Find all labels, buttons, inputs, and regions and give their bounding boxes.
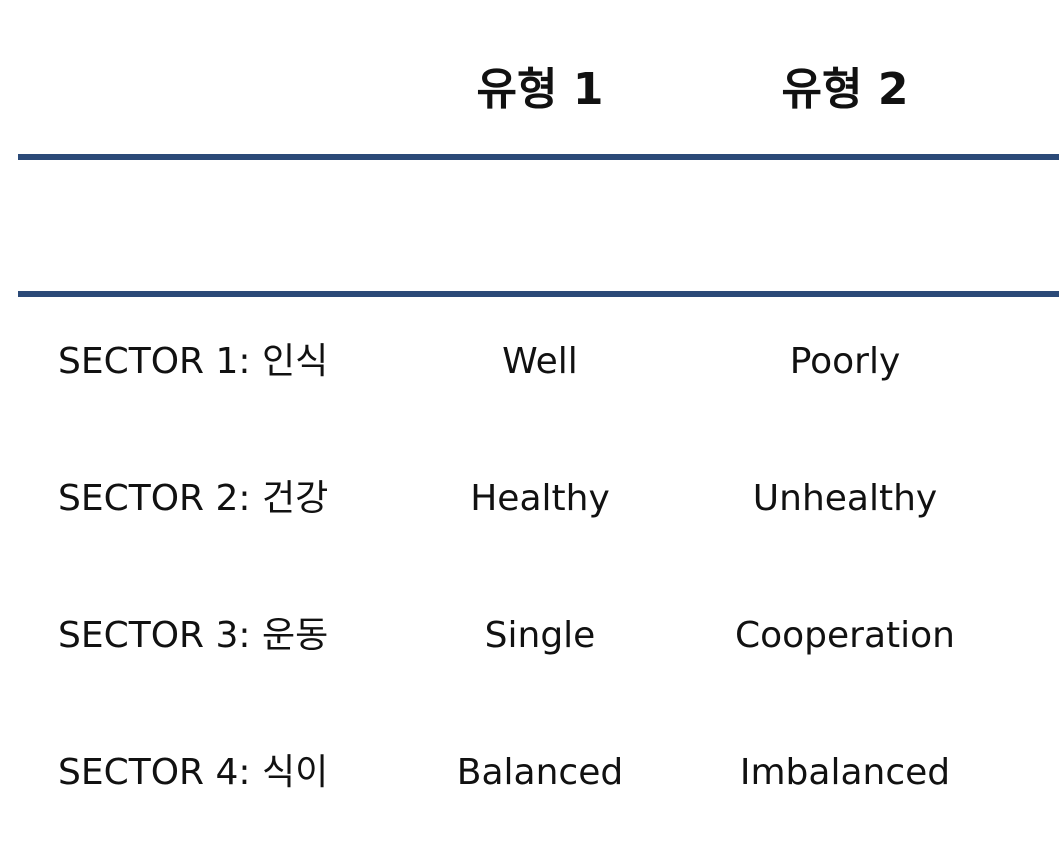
- table-row: SECTOR 2: 건강 Healthy Unhealthy: [0, 469, 1059, 529]
- row-label-sector-2: SECTOR 2: 건강: [58, 478, 329, 519]
- row-label-sector-3: SECTOR 3: 운동: [58, 615, 329, 656]
- row-label-sector-1: SECTOR 1: 인식: [58, 341, 329, 382]
- row-label-sector-4: SECTOR 4: 식이: [58, 752, 329, 793]
- header-rule-bottom: [18, 291, 1059, 297]
- table-row: SECTOR 1: 인식 Well Poorly: [0, 332, 1059, 392]
- cell-type-1: Healthy: [470, 478, 610, 519]
- column-header-type-2: 유형 2: [781, 64, 909, 115]
- header-rule-top: [18, 154, 1059, 160]
- cell-type-1: Single: [484, 615, 596, 656]
- cell-type-2: Cooperation: [734, 615, 955, 656]
- cell-type-2: Imbalanced: [739, 752, 951, 793]
- cell-type-1: Balanced: [456, 752, 624, 793]
- table-row: SECTOR 3: 운동 Single Cooperation: [0, 606, 1059, 666]
- table-row: SECTOR 4: 식이 Balanced Imbalanced: [0, 743, 1059, 803]
- cell-type-2: Poorly: [789, 341, 901, 382]
- cell-type-1: Well: [502, 341, 578, 382]
- column-header-type-1: 유형 1: [476, 64, 604, 115]
- cell-type-2: Unhealthy: [752, 478, 938, 519]
